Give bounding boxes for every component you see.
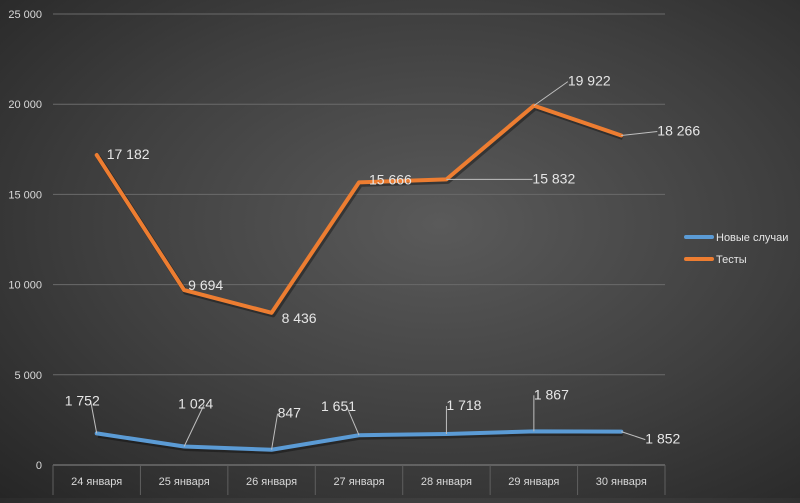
data-label: 17 182	[107, 146, 150, 162]
data-label: 1 867	[534, 386, 569, 402]
data-label: 1 651	[321, 398, 356, 414]
leader-line	[271, 413, 279, 450]
data-point	[182, 288, 186, 292]
x-tick-label: 26 января	[246, 476, 297, 488]
data-label: 1 852	[645, 431, 680, 447]
legend: Новые случаи Тесты	[684, 232, 788, 266]
data-label: 1 024	[178, 396, 213, 412]
x-tick-label: 25 января	[159, 476, 210, 488]
leader-line	[533, 81, 569, 107]
leader-line	[90, 401, 98, 434]
x-tick-label: 30 января	[596, 476, 647, 488]
leader-line	[346, 407, 360, 436]
legend-label: Новые случаи	[716, 232, 788, 244]
series-line	[94, 103, 624, 315]
data-label: 15 832	[532, 170, 575, 186]
data-point	[270, 311, 274, 315]
series-line-shadow	[96, 105, 624, 318]
x-tick-label: 24 января	[71, 476, 122, 488]
y-tick-label: 5 000	[14, 370, 42, 382]
y-tick-label: 25 000	[8, 9, 42, 21]
grid-layer	[52, 13, 666, 495]
data-label: 1 718	[446, 397, 481, 413]
x-tick-label: 29 января	[508, 476, 559, 488]
data-label-layer: 1 752 1 024 847 1 651 1 718 1 867 1 852 17 182 9…	[65, 73, 700, 450]
leader-line	[183, 404, 205, 447]
data-point	[95, 153, 99, 157]
y-tick-label: 0	[36, 460, 42, 472]
data-point	[357, 180, 361, 184]
leader-line	[621, 431, 646, 441]
leader-line	[621, 130, 658, 136]
x-tick-label: 27 января	[333, 476, 384, 488]
data-label: 15 666	[369, 171, 412, 187]
data-label: 8 436	[282, 310, 317, 326]
data-label: 847	[278, 405, 302, 421]
data-label: 1 752	[65, 392, 100, 408]
y-tick-label: 15 000	[8, 189, 42, 201]
data-label: 18 266	[657, 122, 700, 138]
data-label: 19 922	[568, 73, 611, 89]
axis-layer: 0 5 000 10 000 15 000 20 000 25 000 24 января 2…	[8, 9, 647, 488]
x-tick-label: 28 января	[421, 476, 472, 488]
legend-label: Тесты	[716, 254, 747, 266]
y-tick-label: 20 000	[8, 99, 42, 111]
y-tick-label: 10 000	[8, 280, 42, 292]
data-label: 9 694	[188, 277, 223, 293]
